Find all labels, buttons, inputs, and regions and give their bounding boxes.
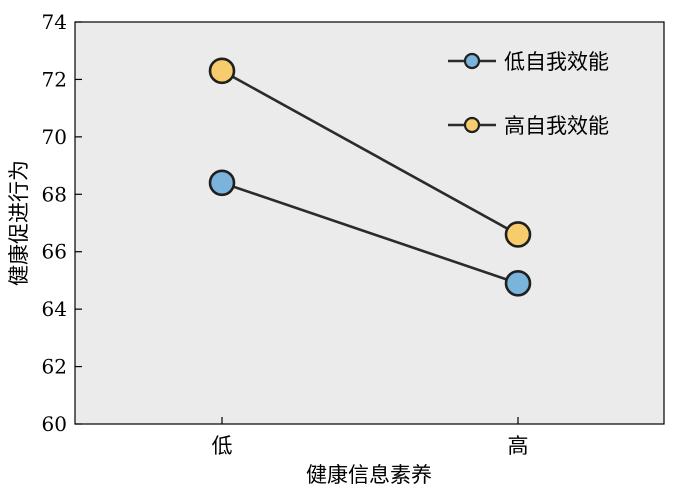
x-tick-label: 低: [212, 434, 233, 458]
y-tick-label: 60: [42, 412, 67, 436]
x-tick-label: 高: [508, 434, 529, 458]
y-tick-label: 72: [42, 67, 67, 91]
series-1: [208, 169, 532, 297]
data-point: [504, 221, 532, 248]
y-tick-label: 70: [42, 125, 67, 149]
series-2: [208, 57, 532, 248]
legend-label: 低自我效能: [504, 50, 609, 74]
series-line: [221, 181, 519, 285]
series-layer: [208, 57, 532, 297]
data-point: [208, 169, 236, 197]
y-tick-label: 64: [42, 297, 67, 321]
y-tick-label: 66: [42, 240, 67, 264]
legend-item: 高自我效能: [448, 114, 609, 138]
x-axis: 低高: [212, 417, 529, 458]
legend-marker: [463, 52, 481, 70]
plot-area: [74, 21, 665, 425]
series-line: [221, 69, 519, 236]
data-point: [208, 57, 236, 85]
legend-item: 低自我效能: [448, 50, 609, 74]
x-axis-label: 健康信息素养: [306, 463, 432, 487]
y-axis-label: 健康促进行为: [7, 160, 31, 286]
y-axis: 60 62 64 66 68 70 72 74: [42, 10, 82, 436]
y-tick-label: 62: [42, 355, 67, 379]
data-point: [504, 269, 532, 297]
y-tick-label: 74: [42, 10, 67, 34]
y-tick-label: 68: [42, 182, 67, 206]
legend-marker: [463, 116, 481, 134]
legend-label: 高自我效能: [504, 114, 609, 138]
